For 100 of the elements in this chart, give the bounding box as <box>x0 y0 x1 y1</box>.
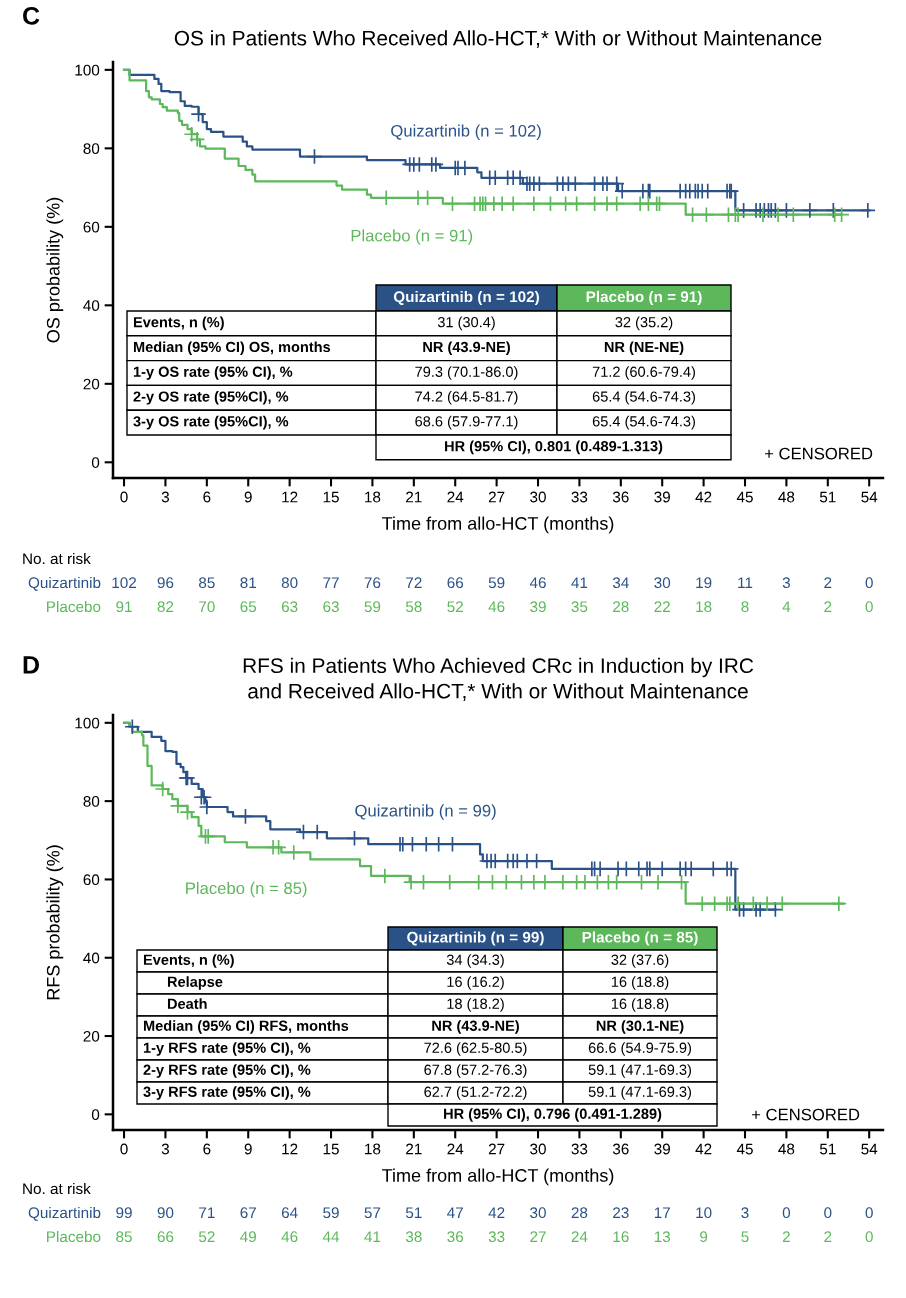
annotation: 18 (18.2) <box>447 998 504 1012</box>
text: 96 <box>157 577 174 589</box>
annotation: NR (43.9-NE) <box>432 1020 519 1034</box>
x-tick-label: 9 <box>244 1143 252 1155</box>
annotation: + CENSORED <box>764 447 873 460</box>
x-tick-label: 15 <box>323 1143 339 1155</box>
annotation: Median (95% CI) RFS, months <box>143 1020 349 1034</box>
x-tick-label: 24 <box>447 491 464 503</box>
text: 18 <box>696 601 712 613</box>
x-tick-label: 12 <box>282 491 298 503</box>
y-axis-title: OS probability (%) <box>46 197 64 343</box>
x-tick-label: 51 <box>819 491 836 503</box>
text: 27 <box>530 1231 546 1242</box>
annotation: 16 (18.8) <box>611 976 669 990</box>
x-tick-label: 0 <box>120 1143 128 1155</box>
text: 85 <box>199 577 215 589</box>
text: 3 <box>782 577 790 589</box>
annotation: 2-y OS rate (95%CI), % <box>133 391 289 405</box>
x-tick-label: 48 <box>778 491 795 503</box>
text: 52 <box>447 601 463 613</box>
text: 76 <box>364 577 381 589</box>
text: 47 <box>447 1207 463 1218</box>
text: 66 <box>157 1231 174 1243</box>
text: 3 <box>741 1207 749 1219</box>
text: 0 <box>865 601 873 613</box>
text: 57 <box>364 1207 381 1219</box>
annotation: 59.1 (47.1-69.3) <box>588 1064 691 1078</box>
annotation: 71.2 (60.6-79.4) <box>592 366 695 380</box>
x-tick-label: 9 <box>244 491 252 503</box>
annotation: 59.1 (47.1-69.3) <box>588 1086 691 1100</box>
annotation: Quizartinib (n = 102) <box>393 290 539 306</box>
y-tick-label: 80 <box>83 796 100 807</box>
text: 41 <box>571 577 588 588</box>
series-label: Quizartinib (n = 99) <box>355 804 496 820</box>
annotation: Relapse <box>167 976 223 990</box>
text: 0 <box>865 1231 873 1243</box>
x-tick-label: 42 <box>695 1143 712 1155</box>
annotation: NR (NE-NE) <box>604 341 684 355</box>
x-tick-label: 36 <box>612 491 629 503</box>
x-tick-label: 33 <box>571 1143 588 1155</box>
text: 33 <box>488 1231 505 1243</box>
x-tick-label: 51 <box>819 1143 836 1155</box>
chart-title: OS in Patients Who Received Allo-HCT,* With or Without Maintenance <box>174 30 822 48</box>
annotation: 74.2 (64.5-81.7) <box>415 391 518 405</box>
y-tick-label: 100 <box>75 64 100 76</box>
x-tick-label: 24 <box>447 1143 464 1155</box>
x-tick-label: 27 <box>488 491 505 503</box>
text: 66 <box>447 577 464 589</box>
series-label: Placebo (n = 91) <box>351 229 473 245</box>
text: 67 <box>240 1207 256 1219</box>
y-tick-label: 20 <box>83 378 100 390</box>
x-tick-label: 12 <box>282 1143 298 1155</box>
x-tick-label: 15 <box>323 491 339 503</box>
x-tick-label: 42 <box>695 491 712 503</box>
annotation: 16 (16.2) <box>447 976 504 990</box>
text: 77 <box>323 577 339 588</box>
x-axis-title: Time from allo-HCT (months) <box>382 1168 614 1186</box>
text: 82 <box>157 601 174 613</box>
annotation: Events, n (%) <box>143 954 234 968</box>
text: No. at risk <box>23 1182 91 1195</box>
text: 90 <box>157 1207 174 1219</box>
x-tick-label: 45 <box>736 1143 753 1155</box>
text: 59 <box>364 601 381 613</box>
text: 2 <box>782 1231 790 1242</box>
text: 5 <box>741 1231 749 1243</box>
y-tick-label: 20 <box>83 1030 100 1042</box>
text: 8 <box>741 601 749 613</box>
y-tick-label: 100 <box>75 717 100 729</box>
annotation: Placebo (n = 85) <box>582 931 698 946</box>
annotation: 68.6 (57.9-77.1) <box>415 415 518 430</box>
x-tick-label: 54 <box>861 491 878 503</box>
y-tick-label: 0 <box>91 457 100 468</box>
annotation: 32 (35.2) <box>615 316 673 331</box>
annotation: 65.4 (54.6-74.3) <box>592 415 695 430</box>
text: 41 <box>364 1231 381 1242</box>
annotation: NR (30.1-NE) <box>596 1020 684 1034</box>
annotation: 34 (34.3) <box>446 954 504 968</box>
text: 0 <box>782 1207 791 1219</box>
x-tick-label: 21 <box>406 491 422 503</box>
x-tick-label: 27 <box>488 1143 505 1155</box>
y-tick-label: 80 <box>83 143 100 155</box>
text: 23 <box>613 1207 629 1219</box>
x-tick-label: 30 <box>530 491 546 503</box>
annotation: 3-y RFS rate (95% CI), % <box>143 1086 311 1100</box>
annotation: NR (43.9-NE) <box>423 341 510 355</box>
x-tick-label: 39 <box>654 491 670 503</box>
text: 91 <box>116 601 132 613</box>
text: 80 <box>281 577 298 589</box>
annotation: 79.3 (70.1-86.0) <box>415 366 518 380</box>
x-tick-label: 0 <box>120 491 128 503</box>
x-tick-label: 36 <box>612 1143 629 1155</box>
annotation: 62.7 (51.2-72.2) <box>424 1086 527 1100</box>
x-tick-label: 6 <box>203 491 211 503</box>
text: 19 <box>696 577 712 589</box>
text: 51 <box>405 1207 422 1219</box>
annotation: 67.8 (57.2-76.3) <box>424 1064 527 1078</box>
annotation: HR (95% CI), 0.801 (0.489-1.313) <box>445 440 663 455</box>
x-tick-label: 21 <box>406 1143 422 1155</box>
text: 16 <box>613 1231 629 1243</box>
text: 30 <box>654 577 671 589</box>
